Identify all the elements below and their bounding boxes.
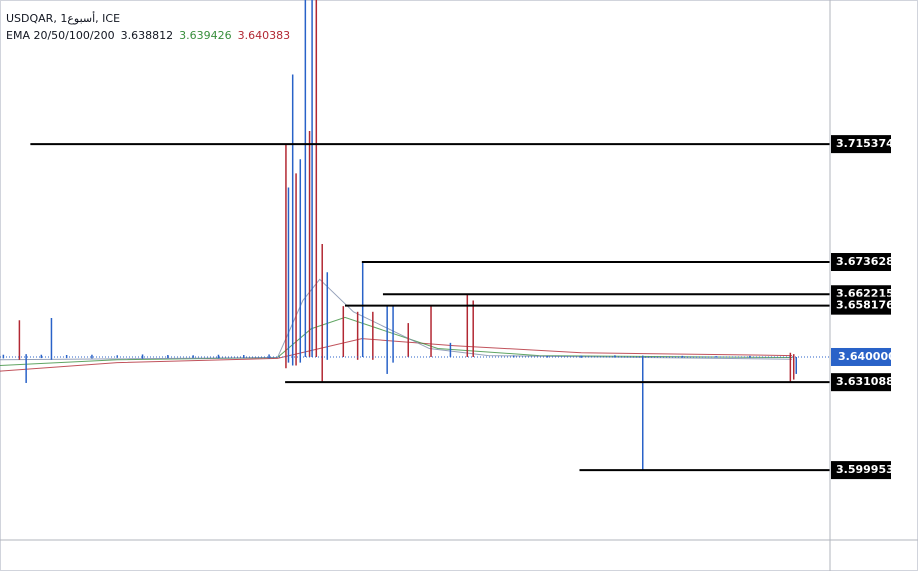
- last-price-label: 3.640000: [838, 350, 896, 363]
- level-label: 3.673628: [836, 255, 894, 268]
- indicator-name: EMA 20/50/100/200: [6, 29, 115, 42]
- level-box: [831, 253, 891, 272]
- level-label: 3.631088: [836, 375, 894, 388]
- level-box: [831, 135, 891, 154]
- level-box: [831, 373, 891, 392]
- ema-line: [0, 316, 793, 366]
- level-label: 3.658176: [836, 299, 894, 312]
- indicator-value: 3.640383: [237, 29, 291, 42]
- level-box: [831, 296, 891, 315]
- legend: USDQAR, 1أسبوع, ICE EMA 20/50/100/200 3.6…: [6, 10, 296, 44]
- symbol-title: USDQAR, 1أسبوع, ICE: [6, 12, 121, 25]
- level-label: 3.715374: [836, 137, 894, 150]
- ema-line: [0, 338, 793, 372]
- ema-line: [0, 278, 793, 361]
- level-label: 3.599953: [836, 463, 894, 476]
- indicator-value: 3.638812: [120, 29, 174, 42]
- last-price-box: [831, 347, 891, 366]
- indicator-row: EMA 20/50/100/200 3.638812 3.639426 3.64038…: [6, 27, 296, 44]
- indicator-value: 3.639426: [179, 29, 232, 42]
- level-box: [831, 461, 891, 480]
